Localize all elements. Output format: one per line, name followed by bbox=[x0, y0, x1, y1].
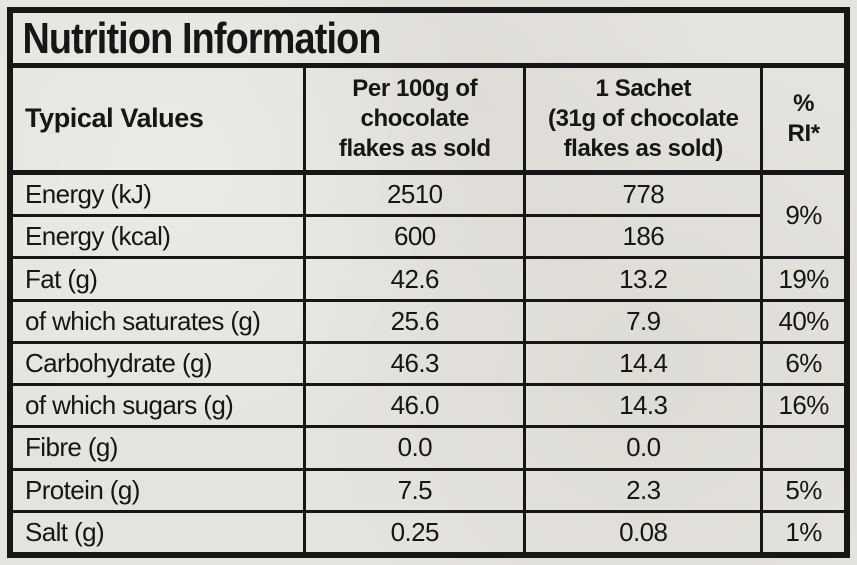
value-per-100g: 7.5 bbox=[303, 467, 525, 512]
header-typical-values: Typical Values bbox=[13, 68, 305, 175]
value-percent-ri: 6% bbox=[760, 340, 844, 385]
header-per-100g: Per 100g of chocolate flakes as sold bbox=[303, 68, 525, 175]
value-percent-ri: 1% bbox=[760, 509, 844, 552]
row-label: Fat (g) bbox=[13, 256, 305, 301]
value-percent-ri: 16% bbox=[760, 383, 844, 427]
value-per-sachet: 7.9 bbox=[523, 298, 762, 343]
value-per-sachet: 778 bbox=[523, 170, 762, 216]
value-percent-ri: 9% bbox=[760, 170, 844, 258]
value-per-sachet: 14.4 bbox=[523, 340, 762, 385]
table-row: Energy (kcal) 600 186 bbox=[13, 214, 844, 258]
value-percent-ri: 5% bbox=[760, 467, 844, 512]
table-row: of which saturates (g) 25.6 7.9 40% bbox=[13, 298, 844, 343]
title-divider bbox=[13, 63, 844, 68]
value-per-100g: 42.6 bbox=[303, 256, 525, 301]
table-row: Fat (g) 42.6 13.2 19% bbox=[13, 256, 844, 301]
value-per-sachet: 186 bbox=[523, 214, 762, 258]
row-label: Carbohydrate (g) bbox=[13, 340, 305, 385]
header-row: Typical Values Per 100g of chocolate fla… bbox=[13, 68, 844, 175]
value-per-100g: 600 bbox=[303, 214, 525, 258]
table-row: Carbohydrate (g) 46.3 14.4 6% bbox=[13, 340, 844, 385]
value-per-100g: 0.0 bbox=[303, 425, 525, 470]
value-per-sachet: 13.2 bbox=[523, 256, 762, 301]
value-per-sachet: 0.08 bbox=[523, 509, 762, 552]
nutrition-table-body: Energy (kJ) 2510 778 9% Energy (kcal) 600 186 F… bbox=[13, 170, 844, 552]
value-percent-ri bbox=[760, 425, 844, 470]
value-per-100g: 2510 bbox=[303, 170, 525, 216]
value-per-100g: 25.6 bbox=[303, 298, 525, 343]
value-per-sachet: 2.3 bbox=[523, 467, 762, 512]
row-label: of which saturates (g) bbox=[13, 298, 305, 343]
table-row: Energy (kJ) 2510 778 9% bbox=[13, 170, 844, 258]
row-label: Fibre (g) bbox=[13, 425, 305, 470]
row-label: Protein (g) bbox=[13, 467, 305, 512]
value-per-100g: 0.25 bbox=[303, 509, 525, 552]
table-row: Fibre (g) 0.0 0.0 bbox=[13, 425, 844, 470]
row-label: of which sugars (g) bbox=[13, 383, 305, 427]
value-per-sachet: 0.0 bbox=[523, 425, 762, 470]
table-row: of which sugars (g) 46.0 14.3 16% bbox=[13, 383, 844, 427]
value-percent-ri: 40% bbox=[760, 298, 844, 343]
value-per-100g: 46.3 bbox=[303, 340, 525, 385]
header-per-sachet: 1 Sachet (31g of chocolate flakes as sol… bbox=[523, 68, 762, 175]
row-label: Salt (g) bbox=[13, 509, 305, 552]
header-percent-ri: % RI* bbox=[760, 68, 844, 175]
row-label: Energy (kJ) bbox=[13, 170, 305, 216]
value-percent-ri: 19% bbox=[760, 256, 844, 301]
page-title: Nutrition Information bbox=[22, 14, 381, 63]
table-row: Salt (g) 0.25 0.08 1% bbox=[13, 509, 844, 552]
value-per-sachet: 14.3 bbox=[523, 383, 762, 427]
nutrition-panel: Nutrition Information Typical Values Per… bbox=[7, 7, 850, 558]
row-label: Energy (kcal) bbox=[13, 214, 305, 258]
value-per-100g: 46.0 bbox=[303, 383, 525, 427]
nutrition-table: Typical Values Per 100g of chocolate fla… bbox=[13, 68, 844, 552]
table-row: Protein (g) 7.5 2.3 5% bbox=[13, 467, 844, 512]
